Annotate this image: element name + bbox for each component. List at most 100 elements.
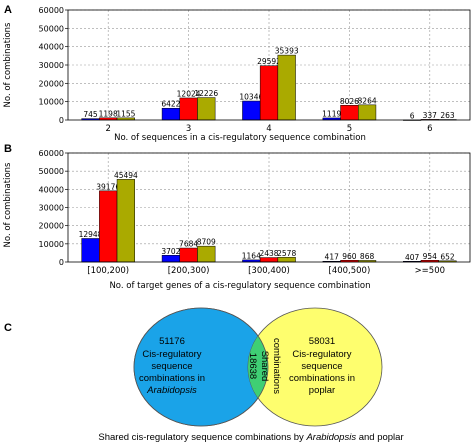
venn-caption-suffix: and poplar (356, 432, 404, 443)
panel-b-ytick-label: 30000 (39, 204, 64, 213)
panel-b-bar (277, 257, 296, 263)
venn-right-count: 58031 (309, 336, 335, 347)
panel-b-data-label: 652 (440, 252, 455, 261)
panel-b-bar (197, 245, 216, 263)
panel-a-data-label: 6422 (161, 100, 180, 109)
panel-a-ytick-label: 60000 (39, 6, 64, 15)
panel-a-ytick-label: 50000 (39, 24, 64, 33)
panel-b-bar (116, 179, 135, 263)
panel-b-xtick-label: [400,500) (329, 266, 371, 276)
venn-right-line4: poplar (309, 385, 335, 396)
panel-a-bar (197, 97, 216, 121)
panel-a-chart: A No. of combinations No. of sequences i… (3, 4, 471, 143)
panel-a-xtick-label: 6 (427, 124, 432, 134)
panel-b-bar (259, 257, 279, 263)
panel-b-data-label: 2438 (259, 249, 278, 258)
panel-b-xtick-label: [100,200) (87, 266, 129, 276)
panel-b-xtick-label: >=500 (415, 266, 445, 276)
panel-b-data-label: 1164 (242, 251, 261, 260)
panel-b-bar (161, 255, 181, 263)
panel-a-bar (161, 107, 181, 121)
panel-a-data-label: 263 (440, 111, 455, 120)
panel-b-ytick-label: 60000 (39, 149, 64, 158)
panel-b-data-label: 45494 (114, 171, 138, 180)
panel-a-data-label: 12024 (177, 89, 201, 98)
panel-a-data-label: 337 (423, 111, 438, 120)
venn-caption-italic: Arabidopsis (305, 432, 356, 443)
venn-caption: Shared cis-regulatory sequence combinati… (98, 432, 403, 443)
panel-a-xtick-label: 2 (105, 124, 110, 134)
panel-a-data-label: 1155 (116, 109, 135, 118)
panel-b-data-label: 2578 (277, 249, 296, 258)
panel-c-venn: C 51176 Cis-regulatory sequence combinat… (4, 307, 404, 443)
panel-a-ytick-label: 20000 (39, 79, 64, 88)
panel-a-data-label: 8026 (340, 97, 359, 106)
panel-a-data-label: 1119 (322, 109, 341, 118)
panel-a-data-label: 12226 (194, 89, 218, 98)
panel-a-bar (242, 100, 261, 121)
panel-a-axes-frame (67, 9, 471, 121)
venn-arabidopsis-outline (133, 307, 269, 427)
panel-a-xtick-label: 3 (186, 124, 191, 134)
venn-right-line2: sequence (301, 361, 342, 372)
panel-a-xtick-label: 4 (266, 124, 271, 134)
panel-b-bar (99, 190, 118, 263)
panel-a-data-label: 6 (410, 111, 415, 120)
panel-b-data-label: 960 (342, 252, 357, 261)
panel-a-ytick-label: 0 (59, 116, 64, 125)
panel-a-ytick-label: 30000 (39, 61, 64, 70)
venn-left-line1: Cis-regulatory (142, 349, 201, 360)
venn-right-line1: Cis-regulatory (292, 349, 351, 360)
panel-b-letter: B (4, 143, 12, 155)
panel-a-bar (340, 105, 359, 121)
panel-b-data-label: 954 (423, 252, 438, 261)
venn-overlap-line1: Shared (259, 351, 270, 382)
venn-caption-prefix: Shared cis-regulatory sequence combinati… (98, 432, 306, 443)
venn-right-line3: combinations in (289, 373, 355, 384)
venn-left-line4: Arabidopsis (146, 385, 197, 396)
panel-b-bar (81, 238, 100, 263)
panel-b-xlabel: No. of target genes of a cis-regulatory … (109, 281, 370, 291)
panel-a-xlabel: No. of sequences in a cis-regulatory seq… (114, 133, 366, 143)
panel-a-letter: A (4, 4, 12, 16)
panel-a-ylabel: No. of combinations (3, 22, 13, 107)
panel-a-bar (277, 54, 296, 121)
panel-b-data-label: 8709 (197, 238, 216, 247)
panel-a-bar (357, 104, 377, 121)
panel-a-data-label: 8264 (358, 96, 377, 105)
panel-a-ytick-label: 40000 (39, 43, 64, 52)
panel-b-xtick-label: [200,300) (168, 266, 210, 276)
panel-a-xtick-label: 5 (347, 124, 352, 134)
panel-b-data-label: 7684 (179, 240, 198, 249)
venn-overlap-count: 18638 (247, 353, 258, 379)
panel-b-ytick-label: 40000 (39, 185, 64, 194)
panel-b-chart: B No. of combinations No. of target gene… (3, 143, 471, 291)
panel-a-data-label: 10346 (239, 93, 263, 102)
panel-b-data-label: 3702 (161, 247, 180, 256)
venn-overlap-line2: combinations (271, 338, 282, 394)
panel-a-data-label: 745 (83, 110, 98, 119)
panel-b-data-label: 417 (325, 253, 340, 262)
panel-b-data-label: 39176 (96, 182, 120, 191)
panel-a-ytick-label: 10000 (39, 98, 64, 107)
panel-b-ytick-label: 0 (59, 258, 64, 267)
venn-left-count: 51176 (159, 336, 185, 347)
panel-b-ylabel: No. of combinations (3, 162, 13, 247)
panel-a-data-label: 35393 (275, 47, 299, 56)
panel-b-axes-frame (67, 152, 471, 263)
panel-a-bar (259, 65, 279, 121)
panel-a-data-label: 29592 (257, 57, 281, 66)
panel-b-ytick-label: 10000 (39, 240, 64, 249)
panel-b-data-label: 407 (405, 253, 420, 262)
panel-b-ytick-label: 50000 (39, 167, 64, 176)
panel-b-data-label: 868 (360, 252, 375, 261)
panel-b-xtick-label: [300,400) (248, 266, 290, 276)
panel-a-bar (179, 97, 198, 121)
venn-left-line3: combinations in (139, 373, 205, 384)
venn-left-line2: sequence (151, 361, 192, 372)
panel-b-data-label: 12948 (79, 230, 103, 239)
panel-b-ytick-label: 20000 (39, 222, 64, 231)
panel-c-letter: C (4, 322, 12, 334)
panel-b-bar (179, 247, 198, 263)
